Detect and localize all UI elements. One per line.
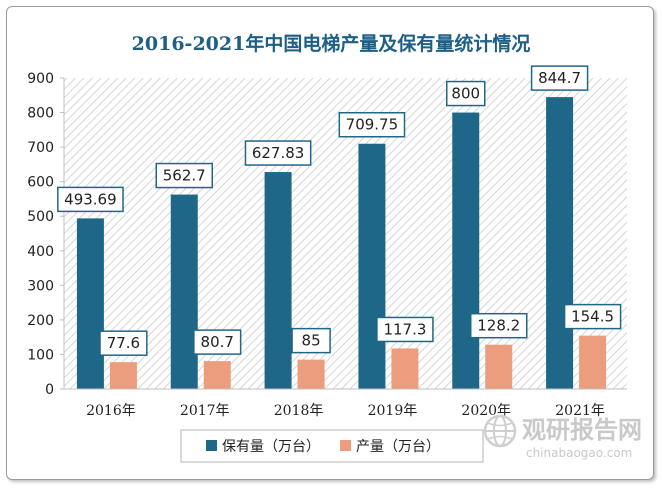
x-axis: 2016年 2017年 2018年 2019年 2020年 2021年 <box>64 388 627 419</box>
bar-production-5 <box>579 335 607 389</box>
watermark: 观研报告网 chinabaogao.com <box>483 414 642 460</box>
bar-stock-0 <box>76 218 104 389</box>
data-label-stock-0: 493.69 <box>57 186 124 213</box>
data-label-production-1: 80.7 <box>193 329 242 355</box>
y-tick-label: 500 <box>27 209 54 225</box>
y-tick-label: 900 <box>27 71 54 87</box>
data-label-production-5: 154.5 <box>563 303 622 330</box>
globe-icon <box>483 414 517 448</box>
legend-item-production: 产量（万台） <box>340 439 440 455</box>
svg-text:154.5: 154.5 <box>571 308 614 326</box>
bar-stock-2 <box>264 172 292 389</box>
data-label-stock-3: 709.75 <box>338 111 406 138</box>
watermark-brand-cn: 观研报告网 <box>522 416 642 444</box>
data-label-stock-4: 800 <box>446 80 486 107</box>
data-label-stock-5: 844.7 <box>530 65 589 91</box>
x-tick-label: 2019年 <box>368 403 418 419</box>
bar-production-0 <box>109 362 137 389</box>
bar-production-2 <box>297 359 325 389</box>
svg-text:117.3: 117.3 <box>383 320 426 338</box>
legend-swatch <box>206 440 217 451</box>
legend-swatch <box>340 440 351 451</box>
watermark-brand-en: chinabaogao.com <box>526 446 632 460</box>
svg-text:85: 85 <box>302 332 321 350</box>
data-label-production-3: 117.3 <box>376 316 434 343</box>
svg-text:80.7: 80.7 <box>201 333 234 351</box>
svg-text:493.69: 493.69 <box>64 190 117 208</box>
svg-text:562.7: 562.7 <box>163 167 206 185</box>
x-tick-label: 2016年 <box>86 403 136 419</box>
bars-group <box>76 97 607 390</box>
data-labels-group: 493.69 77.6 562.7 80.7 627.83 85 709.75 117.3 80… <box>57 65 622 356</box>
bar-production-1 <box>203 361 231 389</box>
legend-label: 产量（万台） <box>356 439 440 455</box>
x-tick-label: 2021年 <box>555 403 605 419</box>
svg-text:627.83: 627.83 <box>252 144 305 162</box>
data-label-production-2: 85 <box>291 327 331 354</box>
x-tick-label: 2017年 <box>180 403 230 419</box>
bar-production-3 <box>391 348 419 389</box>
chart-title: 2016-2021年中国电梯产量及保有量统计情况 <box>132 32 531 55</box>
legend-item-stock: 保有量（万台） <box>206 439 320 455</box>
y-tick-label: 600 <box>27 175 54 191</box>
bar-stock-1 <box>170 194 198 389</box>
legend-box <box>180 429 484 463</box>
bar-stock-4 <box>452 112 480 390</box>
svg-text:844.7: 844.7 <box>538 69 581 87</box>
y-tick-label: 300 <box>27 278 54 294</box>
y-tick-label: 200 <box>27 313 54 329</box>
data-label-production-0: 77.6 <box>99 330 148 356</box>
bar-stock-5 <box>546 97 574 389</box>
y-axis: 0 100 200 300 400 500 600 700 800 900 <box>27 71 65 398</box>
bar-production-4 <box>485 344 513 389</box>
y-tick-label: 400 <box>27 244 54 260</box>
data-label-stock-2: 627.83 <box>244 140 312 166</box>
legend: 保有量（万台） 产量（万台） <box>180 429 484 463</box>
svg-text:709.75: 709.75 <box>346 116 399 134</box>
data-label-production-4: 128.2 <box>470 312 528 339</box>
y-tick-label: 700 <box>27 140 54 156</box>
x-tick-label: 2018年 <box>274 403 324 419</box>
svg-text:77.6: 77.6 <box>107 334 140 352</box>
y-tick-label: 100 <box>27 347 54 363</box>
y-tick-label: 800 <box>27 106 54 122</box>
data-label-stock-1: 562.7 <box>155 162 213 189</box>
bar-stock-3 <box>358 143 386 389</box>
legend-label: 保有量（万台） <box>222 439 320 455</box>
y-tick-label: 0 <box>45 382 54 398</box>
svg-text:800: 800 <box>451 85 480 103</box>
svg-text:128.2: 128.2 <box>477 317 520 335</box>
